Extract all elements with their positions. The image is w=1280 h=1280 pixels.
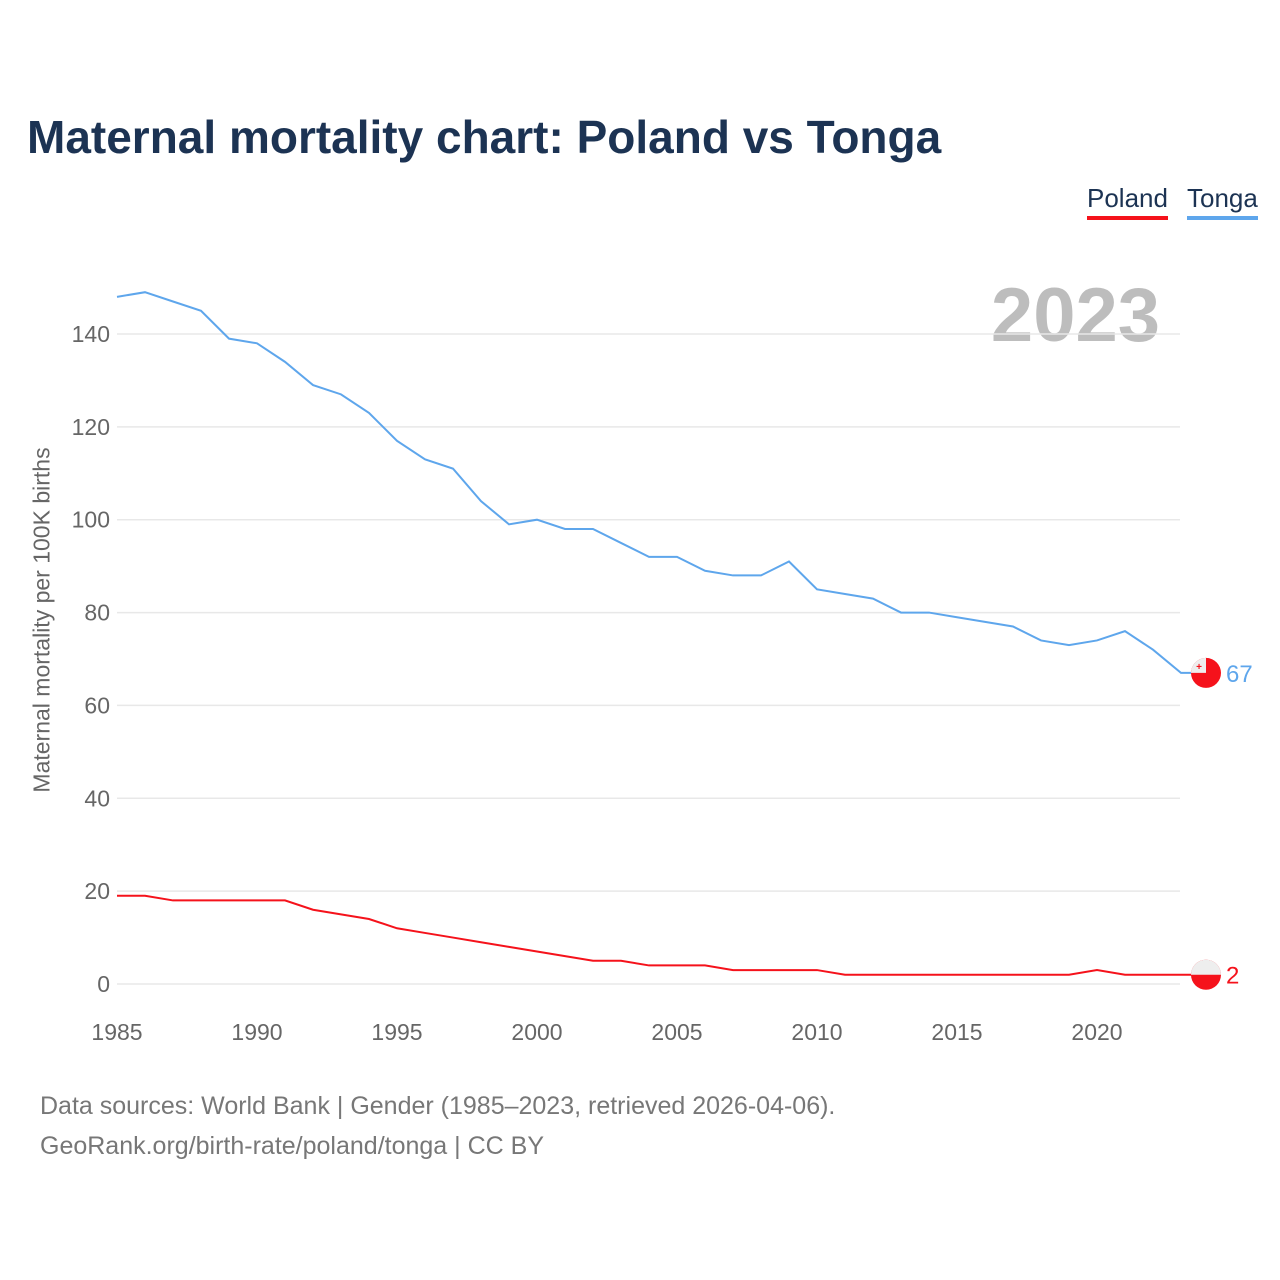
x-tick-label: 2010 [791, 1019, 842, 1045]
y-tick-label: 80 [84, 600, 110, 626]
y-tick-label: 40 [84, 785, 110, 811]
x-tick-label: 2020 [1071, 1019, 1122, 1045]
x-tick-label: 1985 [91, 1019, 142, 1045]
x-tick-label: 2015 [931, 1019, 982, 1045]
flag-white-half [1191, 959, 1221, 975]
footer-sources: Data sources: World Bank | Gender (1985–… [40, 1092, 836, 1120]
chart-title: Maternal mortality chart: Poland vs Tong… [27, 111, 942, 163]
y-tick-label: 120 [72, 414, 110, 440]
y-tick-label: 20 [84, 878, 110, 904]
legend-poland[interactable]: Poland [1087, 183, 1168, 220]
footer: Data sources: World Bank | Gender (1985–… [40, 1086, 835, 1166]
y-tick-label: 60 [84, 692, 110, 718]
legend-tonga[interactable]: Tonga [1187, 183, 1258, 220]
y-tick-label: 140 [72, 321, 110, 347]
y-tick-label: 0 [97, 971, 110, 997]
end-value-label: 2 [1226, 963, 1239, 990]
x-tick-label: 1995 [371, 1019, 422, 1045]
flag-canton [1191, 657, 1206, 673]
series-line-poland [117, 894, 1199, 976]
x-tick-label: 1990 [231, 1019, 282, 1045]
series-line-tonga [116, 291, 1199, 674]
x-tick-label: 2000 [511, 1019, 562, 1045]
year-label: 2023 [990, 273, 1160, 358]
x-tick-label: 2005 [651, 1019, 702, 1045]
flag-cross: + [1196, 662, 1202, 673]
y-tick-label: 100 [72, 507, 110, 533]
footer-link[interactable]: GeoRank.org/birth-rate/poland/tonga | CC… [40, 1132, 544, 1160]
end-value-label: 67 [1226, 661, 1253, 688]
